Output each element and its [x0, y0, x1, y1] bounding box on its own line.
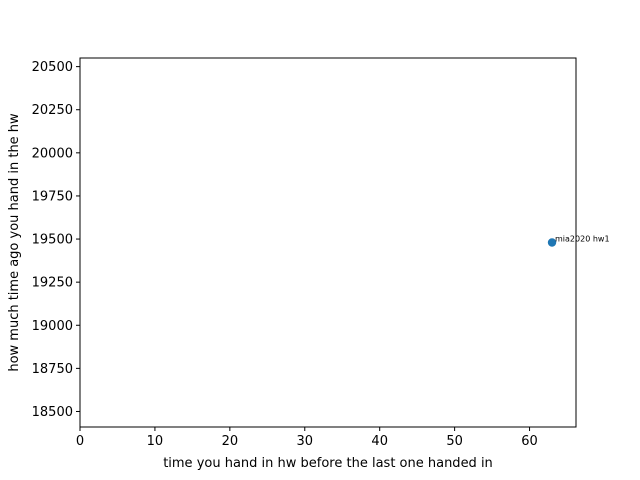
x-tick-label: 40: [371, 434, 388, 449]
ticks-layer: 0 10 20 30 40 50 60 18500 18750 19000 19250 19500 19…: [32, 60, 538, 449]
y-tick-label: 20250: [32, 103, 73, 118]
x-tick-label: 0: [76, 434, 84, 449]
plot-area-frame: [79, 57, 577, 428]
x-axis-label: time you hand in hw before the last one …: [163, 456, 493, 471]
x-tick-label: 10: [147, 434, 164, 449]
y-tick-label: 19250: [32, 276, 73, 291]
y-tick-label: 20500: [32, 60, 73, 75]
y-axis-label: how much time ago you hand in the hw: [7, 113, 22, 372]
points-layer: mia2020 hw1: [547, 235, 610, 247]
x-tick-label: 30: [296, 434, 313, 449]
y-tick-label: 18750: [32, 362, 73, 377]
x-tick-label: 20: [222, 434, 239, 449]
y-tick-label: 20000: [32, 146, 73, 161]
y-tick-label: 19750: [32, 189, 73, 204]
y-tick-label: 18500: [32, 405, 73, 420]
y-tick-label: 19500: [32, 233, 73, 248]
y-tick-label: 19000: [32, 319, 73, 334]
data-point-label: mia2020 hw1: [555, 235, 610, 244]
x-tick-label: 60: [521, 434, 538, 449]
x-tick-label: 50: [446, 434, 463, 449]
data-point: [547, 238, 557, 247]
